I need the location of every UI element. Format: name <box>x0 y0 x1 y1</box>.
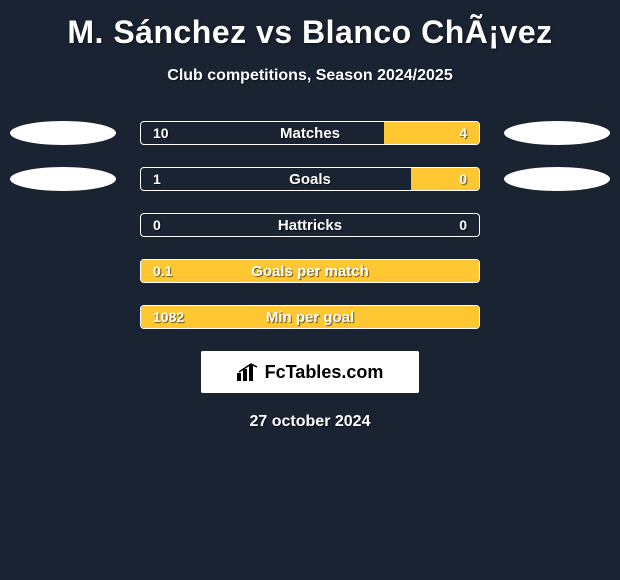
stat-bar-fill <box>141 260 479 282</box>
stat-bar: 0.1Goals per match <box>140 259 480 283</box>
player-right-marker <box>504 121 610 145</box>
marker-placeholder <box>10 305 116 329</box>
stat-row: 10Matches4 <box>0 121 620 145</box>
stat-bar: 0Hattricks0 <box>140 213 480 237</box>
stat-left-value: 10 <box>153 122 169 144</box>
marker-placeholder <box>504 213 610 237</box>
comparison-title: M. Sánchez vs Blanco ChÃ¡vez <box>0 0 620 51</box>
stat-row: 0Hattricks0 <box>0 213 620 237</box>
stat-row: 1082Min per goal <box>0 305 620 329</box>
stat-left-value: 0 <box>153 214 161 236</box>
player-left-marker <box>10 167 116 191</box>
stat-label: Hattricks <box>141 214 479 236</box>
comparison-subtitle: Club competitions, Season 2024/2025 <box>0 67 620 85</box>
stat-bar-fill <box>384 122 479 144</box>
player-left-marker <box>10 121 116 145</box>
marker-placeholder <box>10 259 116 283</box>
stat-bar: 1082Min per goal <box>140 305 480 329</box>
stat-bar: 1Goals0 <box>140 167 480 191</box>
stat-row: 0.1Goals per match <box>0 259 620 283</box>
brand-logo-text: FcTables.com <box>265 362 384 383</box>
stat-bar: 10Matches4 <box>140 121 480 145</box>
stat-rows: 10Matches4 1Goals0 0Hattricks0 0.1Goals per… <box>0 121 620 329</box>
chart-icon <box>237 363 259 381</box>
snapshot-date: 27 october 2024 <box>0 413 620 431</box>
stat-bar-fill <box>411 168 479 190</box>
marker-placeholder <box>10 213 116 237</box>
brand-logo: FcTables.com <box>201 351 419 393</box>
player-right-marker <box>504 167 610 191</box>
stat-left-value: 1 <box>153 168 161 190</box>
stat-right-value: 0 <box>459 214 467 236</box>
stat-bar-fill <box>141 306 479 328</box>
marker-placeholder <box>504 259 610 283</box>
stat-row: 1Goals0 <box>0 167 620 191</box>
marker-placeholder <box>504 305 610 329</box>
